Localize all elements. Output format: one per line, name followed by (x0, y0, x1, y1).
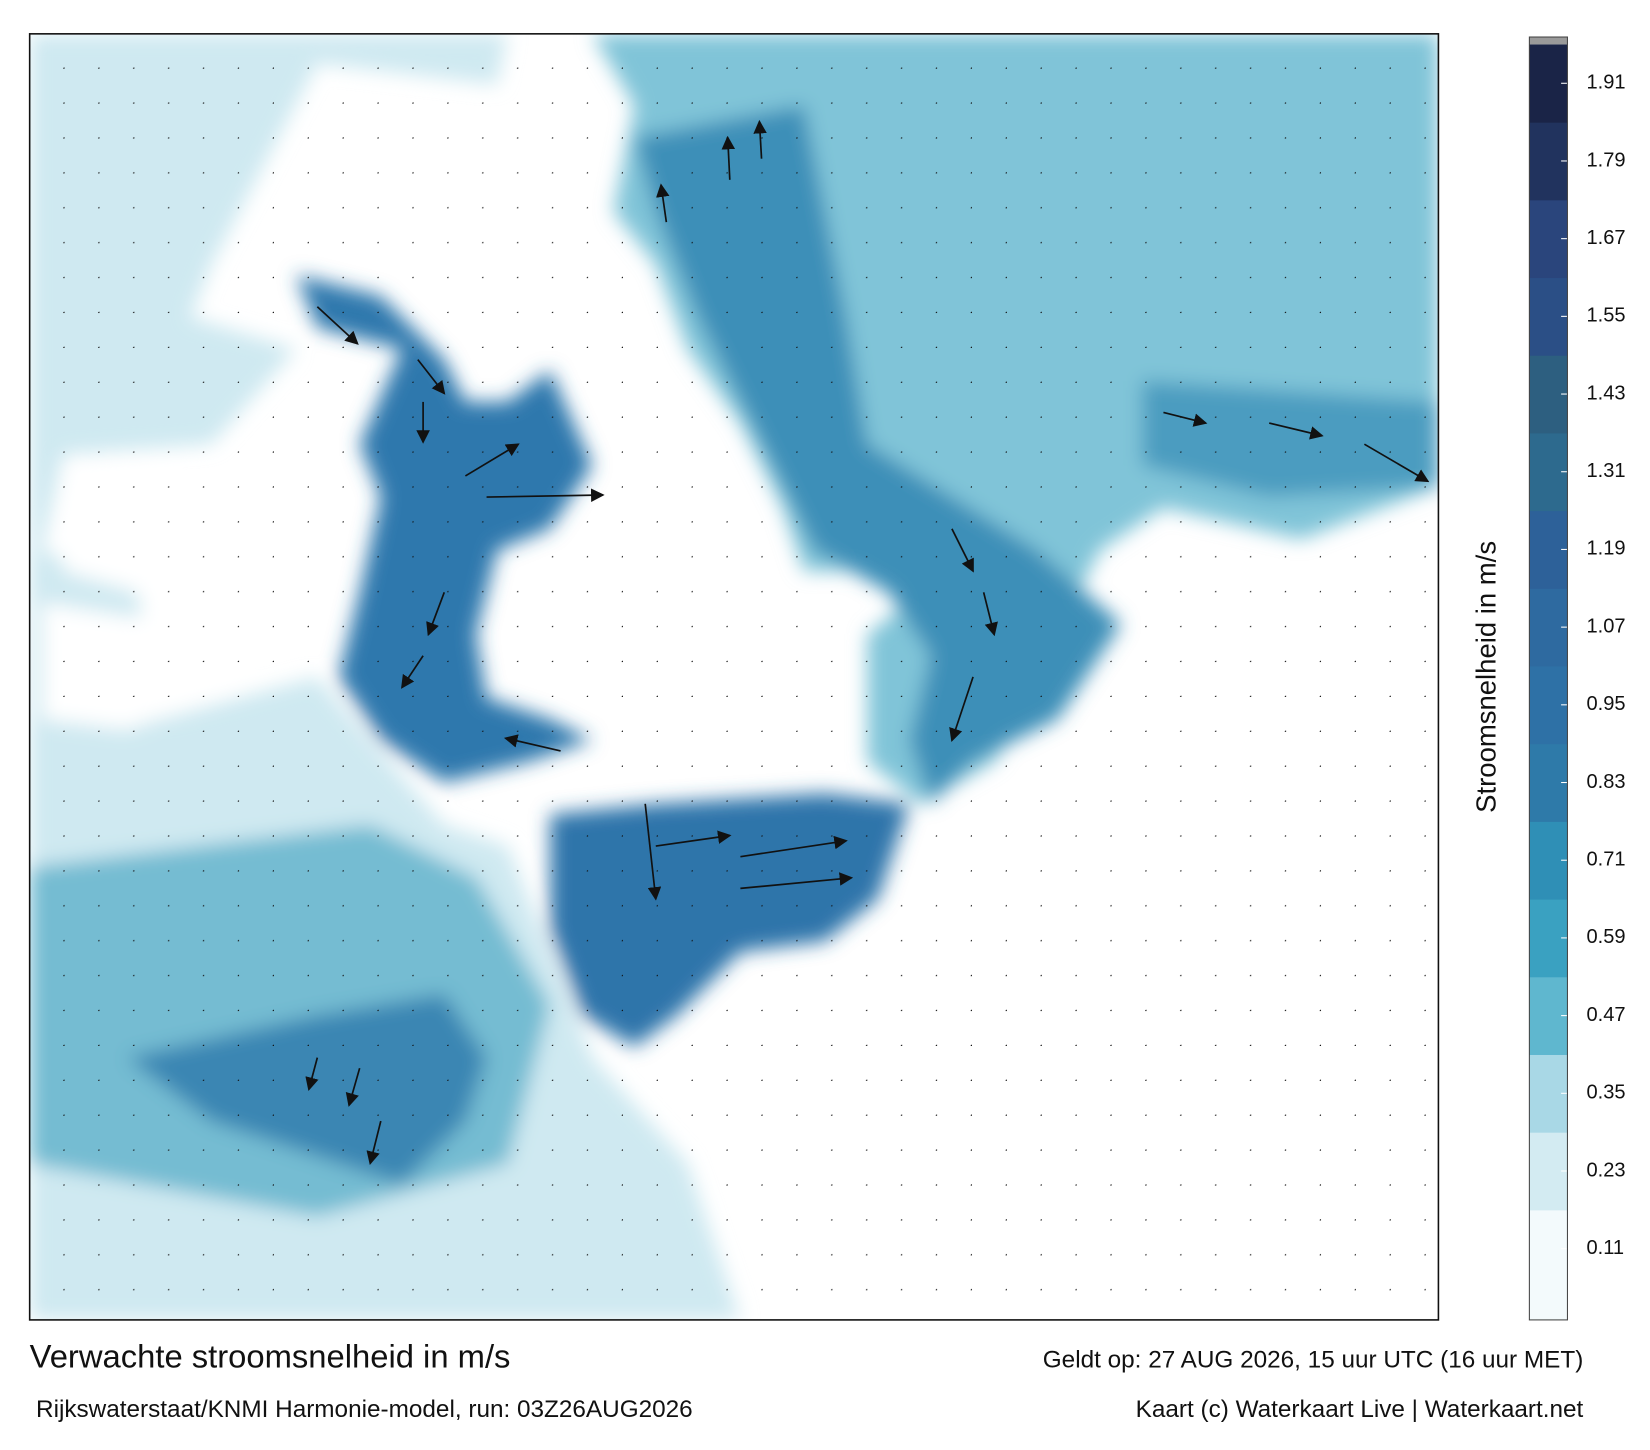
current-arrows (305, 119, 1430, 1166)
colorbar-band (1529, 1209, 1568, 1321)
vector-grid (29, 33, 1439, 1320)
map-frame (28, 33, 1440, 1321)
colorbar-tick-label: 0.95 (1586, 693, 1625, 715)
map-subtitle: Rijkswaterstaat/KNMI Harmonie-model, run… (36, 1396, 693, 1423)
valid-time: Geldt op: 27 AUG 2026, 15 uur UTC (16 uu… (1043, 1347, 1584, 1374)
colorbar-tick-label: 0.35 (1586, 1082, 1625, 1104)
colorbar-cap (1529, 37, 1568, 45)
map-title: Verwachte stroomsnelheid in m/s (30, 1338, 511, 1375)
colorbar-tick-label: 1.19 (1586, 538, 1625, 560)
colorbar-tick-label: 0.47 (1586, 1004, 1625, 1026)
colorbar-tick-label: 1.31 (1586, 460, 1625, 482)
colorbar-tick-label: 0.11 (1586, 1237, 1624, 1259)
colorbar-tick-label: 0.83 (1586, 771, 1625, 793)
colorbar-tick-label: 0.71 (1586, 849, 1625, 871)
colorbar: 0.11 0.23 0.35 0.47 0.59 0.71 0.83 0.95 1.07 1.19… (1529, 37, 1626, 1321)
colorbar-tick-label: 0.59 (1586, 926, 1625, 948)
colorbar-tick-label: 1.67 (1586, 227, 1625, 249)
map-field (29, 33, 1439, 1320)
colorbar-label: Stroomsnelheid in m/s (1471, 541, 1502, 813)
colorbar-tick-label: 1.55 (1586, 305, 1625, 327)
colorbar-tick-label: 0.23 (1586, 1159, 1625, 1181)
colorbar-tick-label: 1.43 (1586, 382, 1625, 404)
colorbar-frame (1528, 36, 1568, 1321)
colorbar-tick-label: 1.79 (1586, 149, 1625, 171)
colorbar-tick-label: 1.91 (1586, 72, 1625, 94)
colorbar-tick-label: 1.07 (1586, 615, 1625, 637)
credit: Kaart (c) Waterkaart Live | Waterkaart.n… (1136, 1396, 1584, 1423)
